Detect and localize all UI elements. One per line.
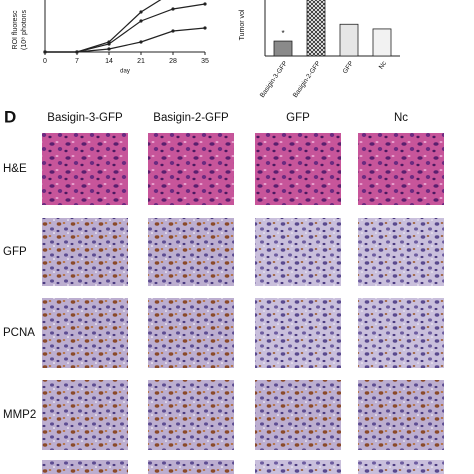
histology-image bbox=[255, 298, 341, 368]
series-point bbox=[139, 19, 143, 23]
lines bbox=[43, 0, 207, 54]
x-tick-label: 35 bbox=[201, 58, 209, 65]
bar bbox=[273, 40, 293, 57]
histology-image bbox=[148, 218, 234, 286]
figure-body: 0 7 14 21 28 35 day ROI fluoresc (10⁸ photons Tum… bbox=[3, 0, 444, 474]
bar bbox=[372, 28, 392, 57]
histology-image bbox=[42, 298, 128, 368]
row-label: GFP bbox=[3, 246, 27, 258]
histology-image bbox=[42, 460, 128, 474]
histology-image bbox=[358, 460, 444, 474]
histology-image bbox=[255, 460, 341, 474]
x-tick-label: 28 bbox=[169, 58, 177, 65]
y-axis-label: (10⁸ photons bbox=[21, 10, 28, 50]
bar bbox=[306, 0, 326, 57]
row-label: H&E bbox=[3, 163, 27, 175]
histology-image bbox=[255, 380, 341, 450]
histology-image bbox=[255, 218, 341, 286]
column-header: Basigin-3-GFP bbox=[47, 112, 123, 124]
panel-label: D bbox=[4, 107, 16, 126]
histology-image bbox=[148, 133, 234, 205]
x-tick-label: GFP bbox=[342, 60, 355, 75]
x-tick-label: Basigin-2-GFP bbox=[292, 60, 322, 99]
histology-image bbox=[358, 133, 444, 205]
y-axis-label: Tumor vol bbox=[239, 9, 246, 40]
x-tick-label: Nc bbox=[378, 60, 389, 71]
series-point bbox=[107, 42, 111, 46]
annotation: * bbox=[281, 29, 284, 38]
x-tick-label: 21 bbox=[137, 58, 145, 65]
histology-image bbox=[148, 460, 234, 474]
histology-image bbox=[148, 380, 234, 450]
series-point bbox=[75, 50, 79, 54]
series-point bbox=[171, 7, 175, 11]
series-point bbox=[43, 50, 47, 54]
histology-image bbox=[42, 133, 128, 205]
series-line bbox=[45, 3, 206, 53]
histology-image bbox=[358, 380, 444, 450]
histology-image bbox=[148, 298, 234, 368]
series-point bbox=[139, 40, 143, 44]
series-point bbox=[139, 10, 143, 14]
column-header: Basigin-2-GFP bbox=[153, 112, 229, 124]
row-label: MMP2 bbox=[3, 409, 36, 421]
histology-image bbox=[42, 380, 128, 450]
column-header: GFP bbox=[286, 112, 310, 124]
series-line bbox=[45, 27, 206, 53]
x-tick-label: 7 bbox=[75, 58, 79, 65]
x-tick-label: 14 bbox=[105, 58, 113, 65]
series-point bbox=[203, 26, 207, 30]
x-tick-label: Basigin-3-GFP bbox=[259, 60, 289, 99]
x-tick-label: 0 bbox=[43, 58, 47, 65]
bar bbox=[339, 23, 359, 57]
row-label: PCNA bbox=[3, 327, 35, 339]
series-point bbox=[107, 47, 111, 51]
series-point bbox=[171, 29, 175, 33]
histology-image bbox=[255, 133, 341, 205]
histology-image bbox=[358, 218, 444, 286]
column-header: Nc bbox=[394, 112, 408, 124]
histology-image bbox=[42, 218, 128, 286]
series-point bbox=[203, 2, 207, 6]
histology-image bbox=[358, 298, 444, 368]
x-axis-label: day bbox=[120, 69, 130, 75]
y-axis-label: ROI fluoresc bbox=[12, 10, 19, 49]
